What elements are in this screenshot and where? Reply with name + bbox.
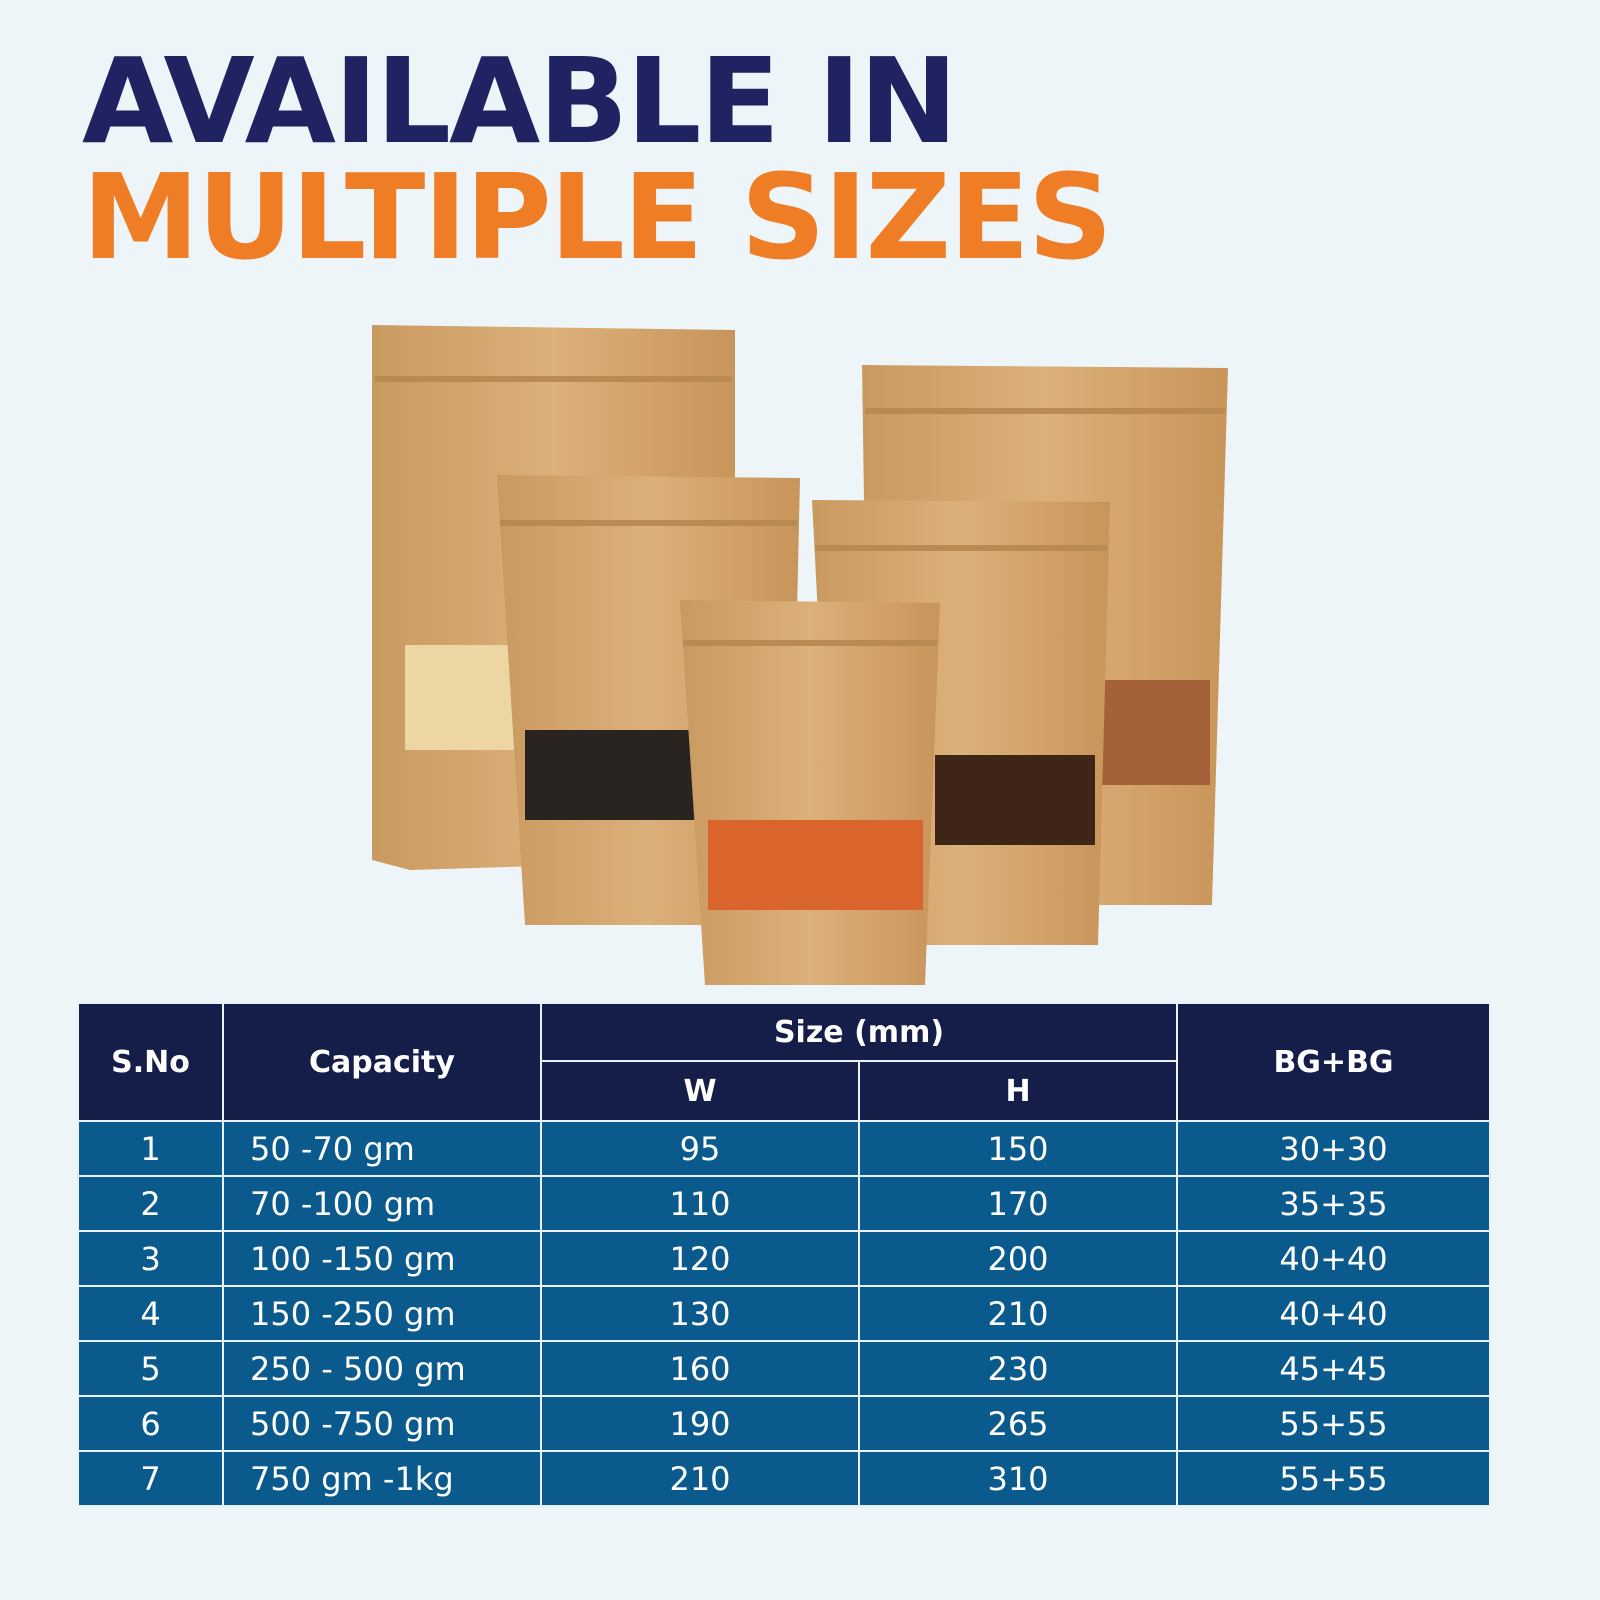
heading-line-2: MULTIPLE SIZES	[82, 148, 1113, 286]
cell-w: 130	[540, 1285, 860, 1342]
cell-w: 120	[540, 1230, 860, 1287]
cell-sno: 3	[77, 1230, 224, 1287]
cell-w: 110	[540, 1175, 860, 1232]
cell-w: 190	[540, 1395, 860, 1452]
cell-sno: 5	[77, 1340, 224, 1397]
cell-h: 150	[858, 1120, 1178, 1177]
header-capacity: Capacity	[222, 1002, 542, 1122]
table-row: 5 250 - 500 gm 160 230 45+45	[77, 1340, 1491, 1397]
cell-capacity: 50 -70 gm	[222, 1120, 542, 1177]
table-row: 6 500 -750 gm 190 265 55+55	[77, 1395, 1491, 1452]
cell-capacity: 750 gm -1kg	[222, 1450, 542, 1507]
cell-bgbg: 35+35	[1176, 1175, 1491, 1232]
cell-bgbg: 40+40	[1176, 1230, 1491, 1287]
size-table: S.No Capacity Size (mm) BG+BG W H 1 50 -7…	[77, 1002, 1491, 1507]
table-row: 7 750 gm -1kg 210 310 55+55	[77, 1450, 1491, 1507]
table-row: 1 50 -70 gm 95 150 30+30	[77, 1120, 1491, 1177]
cell-sno: 6	[77, 1395, 224, 1452]
header-bgbg: BG+BG	[1176, 1002, 1491, 1122]
header-sno: S.No	[77, 1002, 224, 1122]
cell-bgbg: 55+55	[1176, 1395, 1491, 1452]
cell-bgbg: 30+30	[1176, 1120, 1491, 1177]
cell-w: 95	[540, 1120, 860, 1177]
header-size: Size (mm)	[540, 1002, 1178, 1062]
table-row: 2 70 -100 gm 110 170 35+35	[77, 1175, 1491, 1232]
header-h: H	[858, 1060, 1178, 1122]
cell-bgbg: 55+55	[1176, 1450, 1491, 1507]
cell-sno: 2	[77, 1175, 224, 1232]
cell-bgbg: 45+45	[1176, 1340, 1491, 1397]
pouches-image	[372, 325, 1228, 985]
cell-w: 210	[540, 1450, 860, 1507]
cell-h: 265	[858, 1395, 1178, 1452]
cell-h: 230	[858, 1340, 1178, 1397]
cell-capacity: 100 -150 gm	[222, 1230, 542, 1287]
cell-h: 170	[858, 1175, 1178, 1232]
cell-capacity: 70 -100 gm	[222, 1175, 542, 1232]
cell-capacity: 500 -750 gm	[222, 1395, 542, 1452]
cell-h: 310	[858, 1450, 1178, 1507]
cell-capacity: 250 - 500 gm	[222, 1340, 542, 1397]
cell-w: 160	[540, 1340, 860, 1397]
cell-capacity: 150 -250 gm	[222, 1285, 542, 1342]
cell-bgbg: 40+40	[1176, 1285, 1491, 1342]
cell-sno: 4	[77, 1285, 224, 1342]
heading-line-1: AVAILABLE IN	[82, 32, 958, 170]
cell-sno: 1	[77, 1120, 224, 1177]
cell-h: 210	[858, 1285, 1178, 1342]
cell-sno: 7	[77, 1450, 224, 1507]
cell-h: 200	[858, 1230, 1178, 1287]
table-row: 3 100 -150 gm 120 200 40+40	[77, 1230, 1491, 1287]
pouch-lentil	[680, 600, 940, 985]
table-row: 4 150 -250 gm 130 210 40+40	[77, 1285, 1491, 1342]
header-w: W	[540, 1060, 860, 1122]
